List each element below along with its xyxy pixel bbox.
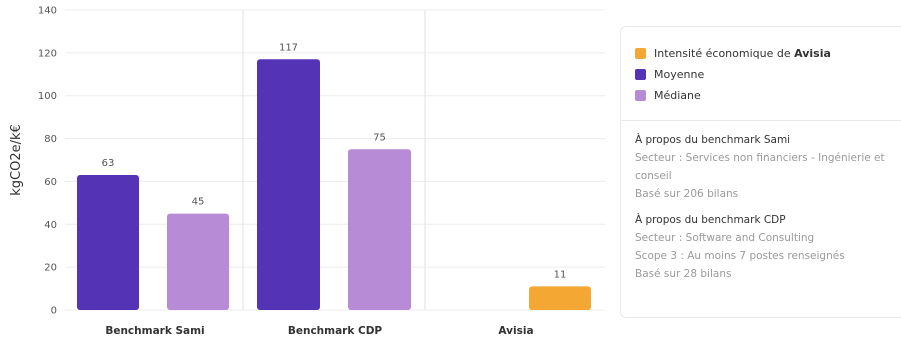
bar	[77, 175, 139, 310]
x-category-label: Benchmark CDP	[288, 325, 383, 337]
x-category-label: Benchmark Sami	[105, 325, 204, 337]
y-tick-label: 120	[38, 48, 57, 59]
y-tick-label: 40	[44, 220, 57, 231]
y-axis-title: kgCO2e/k€	[9, 124, 24, 196]
info-cdp-title: À propos du benchmark CDP	[635, 214, 786, 226]
info-cdp-line: Scope 3 : Au moins 7 postes renseignés	[635, 250, 845, 262]
info-sami-line: Secteur : Services non financiers - Ingé…	[635, 152, 885, 164]
bar-chart: 0 20 40 60 80 100 120 140 Benchmark Sami Benchmar…	[9, 6, 605, 337]
info-cdp-line: Basé sur 28 bilans	[635, 268, 732, 280]
info-sami-line: conseil	[635, 170, 672, 182]
legend: Intensité économique de Avisia Moyenne M…	[621, 27, 901, 106]
info-sami-title: À propos du benchmark Sami	[635, 134, 791, 146]
data-label: 75	[373, 132, 386, 143]
y-tick-label: 0	[51, 306, 57, 317]
data-label: 117	[279, 42, 298, 53]
info-cdp-line: Secteur : Software and Consulting	[635, 232, 815, 244]
benchmark-info: À propos du benchmark Sami Secteur : Ser…	[621, 121, 901, 283]
x-category-label: Avisia	[498, 325, 533, 337]
y-tick-label: 140	[38, 6, 57, 17]
legend-item-avisia[interactable]: Intensité économique de Avisia	[635, 43, 901, 64]
legend-label-avisia: Intensité économique de Avisia	[654, 47, 831, 60]
legend-panel: Intensité économique de Avisia Moyenne M…	[620, 26, 901, 318]
info-gap	[635, 203, 901, 211]
y-tick-label: 20	[44, 263, 57, 274]
bar	[348, 149, 411, 310]
legend-swatch-mediane	[635, 90, 646, 101]
legend-swatch-moyenne	[635, 69, 646, 80]
legend-swatch-avisia	[635, 48, 646, 59]
bar	[167, 213, 229, 310]
data-label: 11	[554, 269, 567, 280]
legend-item-moyenne[interactable]: Moyenne	[635, 64, 901, 85]
data-label: 63	[102, 158, 115, 169]
bar	[257, 59, 320, 311]
legend-divider	[621, 120, 901, 121]
bar	[529, 286, 591, 310]
legend-label-mediane: Médiane	[654, 89, 701, 102]
y-tick-label: 100	[38, 91, 57, 102]
legend-item-mediane[interactable]: Médiane	[635, 85, 901, 106]
info-sami-line: Basé sur 206 bilans	[635, 188, 739, 200]
y-tick-label: 60	[44, 177, 57, 188]
legend-label-moyenne: Moyenne	[654, 68, 705, 81]
data-label: 45	[192, 197, 205, 208]
y-tick-label: 80	[44, 134, 57, 145]
